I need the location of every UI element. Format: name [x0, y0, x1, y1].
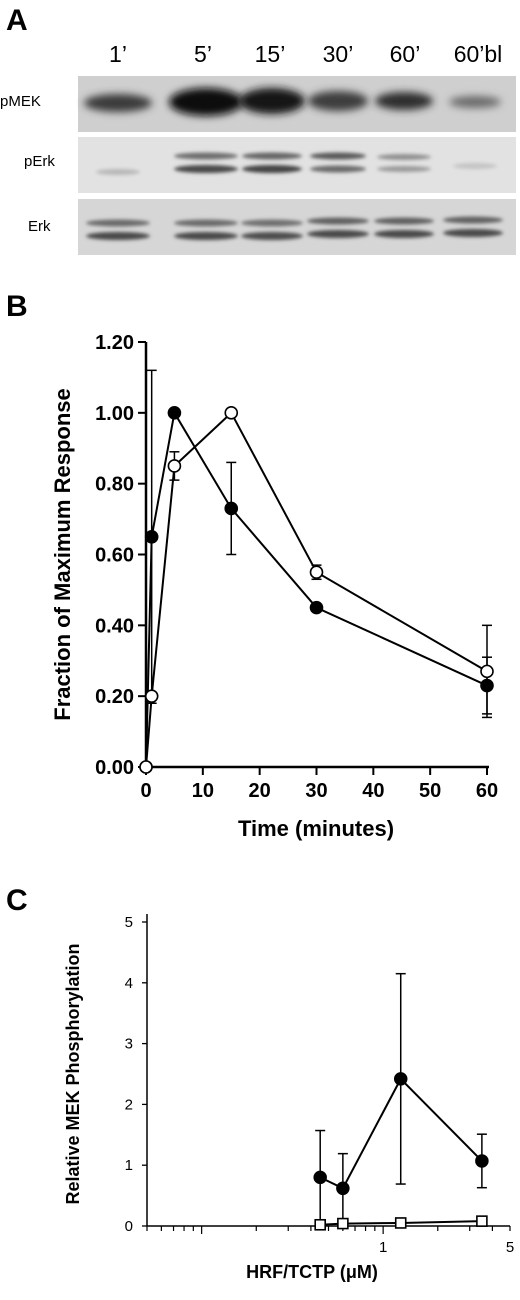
data-point-open	[224, 406, 239, 420]
row-label-pmek: pMEK	[0, 93, 41, 110]
lane-label-1min: 1’	[109, 41, 127, 67]
y-tick-label: 4	[125, 975, 133, 992]
row-label-perk: pErk	[24, 153, 55, 170]
data-point-open	[480, 664, 494, 679]
x-tick-label: 5	[506, 1239, 514, 1256]
y-tick-label: 3	[125, 1036, 133, 1053]
panel-b: B 0.00 0.20 0.40 0.60 0.80 1.00 1.20 0 10 20 30 40 5…	[6, 290, 498, 841]
data-point-filled	[313, 1170, 327, 1185]
panel-b-letter: B	[6, 290, 28, 323]
panel-c: C 0 1 2 3 4 5 1 5 HRF/TCTP (μM) Relative MEK Phos…	[6, 884, 514, 1282]
y-tick-label: 1	[125, 1157, 133, 1174]
y-tick-label: 1.00	[95, 403, 134, 425]
data-point-filled	[475, 1154, 489, 1168]
lane-label-60min: 60’	[390, 41, 421, 67]
y-tick-label: 0.20	[95, 686, 134, 708]
data-point-filled	[144, 529, 159, 544]
chart-c: 0 1 2 3 4 5 1 5 HRF/TCTP (μM) Relative MEK Phosph…	[63, 914, 514, 1282]
x-tick-label: 30	[305, 780, 327, 802]
blot-strip-perk	[78, 137, 516, 193]
row-label-erk: Erk	[28, 218, 51, 235]
panel-a-letter: A	[6, 4, 28, 37]
chart-b: 0.00 0.20 0.40 0.60 0.80 1.00 1.20 0 10 20 30 40 50 6…	[50, 332, 498, 841]
y-tick-label: 0.80	[95, 474, 134, 496]
y-tick-label: 0.40	[95, 615, 134, 637]
series-line-2	[145, 411, 488, 768]
data-point-filled	[393, 1072, 408, 1086]
y-axis-label: Relative MEK Phosphorylation	[63, 943, 83, 1204]
data-point-open	[139, 760, 153, 774]
y-tick-label: 1.20	[95, 332, 134, 354]
y-tick-label: 2	[125, 1096, 133, 1113]
data-point-open	[167, 459, 182, 473]
panel-c-letter: C	[6, 884, 28, 917]
data-point-open-square	[314, 1218, 326, 1231]
x-tick-label: 10	[192, 780, 214, 802]
series-line-2	[320, 1220, 482, 1226]
data-point-open-square	[394, 1217, 407, 1229]
x-tick-label: 20	[249, 780, 271, 802]
x-tick-label: 50	[419, 780, 441, 802]
x-axis-label: HRF/TCTP (μM)	[246, 1262, 378, 1282]
data-point-open	[309, 565, 324, 580]
data-point-open	[144, 689, 159, 703]
lane-label-5min: 5’	[194, 41, 212, 67]
data-point-filled	[336, 1181, 350, 1196]
lane-label-60min-bl: 60’bl	[454, 41, 503, 67]
series-line-1	[145, 410, 488, 768]
panel-a: A 1’ 5’ 15’ 30’ 60’ 60’bl pMEK pErk Erk	[0, 4, 516, 255]
x-tick-label: 1	[379, 1239, 387, 1256]
x-tick-label: 60	[476, 780, 498, 802]
data-point-open-square	[476, 1215, 488, 1227]
x-tick-label: 40	[362, 780, 384, 802]
y-tick-label: 0.00	[95, 757, 134, 779]
y-tick-label: 0	[125, 1218, 133, 1235]
series-line-1	[319, 1077, 483, 1190]
y-axis-label: Fraction of Maximum Response	[50, 388, 75, 721]
data-point-filled	[167, 406, 182, 420]
lane-label-30min: 30’	[323, 41, 354, 67]
data-point-filled	[224, 501, 239, 516]
data-point-filled	[309, 600, 324, 615]
blot-strip-pmek	[78, 76, 516, 132]
data-point-open-square	[337, 1217, 349, 1230]
lane-label-15min: 15’	[255, 41, 286, 67]
blot-strip-erk	[78, 199, 516, 255]
x-tick-label: 0	[140, 780, 151, 802]
y-tick-label: 0.60	[95, 545, 134, 567]
data-point-filled	[480, 678, 494, 693]
x-axis-label: Time (minutes)	[238, 816, 394, 841]
y-tick-label: 5	[125, 914, 133, 931]
